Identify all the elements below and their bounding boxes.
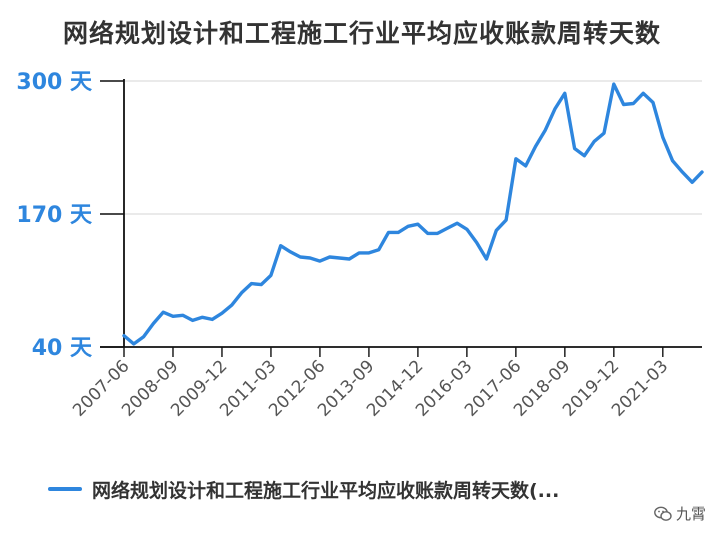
legend-label: 网络规划设计和工程施工行业平均应收账款周转天数(... [92, 479, 560, 502]
x-tick-labels: 2007-062008-092009-122011-032012-062013-… [69, 356, 672, 420]
chart-title: 网络规划设计和工程施工行业平均应收账款周转天数 [62, 19, 661, 48]
y-tick-labels: 40 天 170 天 300 天 [16, 70, 93, 361]
watermark-text: 九霄 [675, 505, 706, 523]
y-tick-label: 40 天 [32, 336, 93, 361]
legend[interactable]: 网络规划设计和工程施工行业平均应收账款周转天数(... [48, 476, 688, 502]
y-tick-label: 300 天 [16, 70, 93, 95]
watermark: 九霄 [654, 503, 706, 524]
axes [100, 79, 702, 357]
series-lines [122, 82, 704, 346]
legend-swatch [48, 487, 82, 491]
y-tick-label: 170 天 [16, 203, 93, 228]
series-line [122, 82, 704, 346]
wechat-icon [654, 506, 672, 521]
grid-lines [100, 80, 702, 215]
